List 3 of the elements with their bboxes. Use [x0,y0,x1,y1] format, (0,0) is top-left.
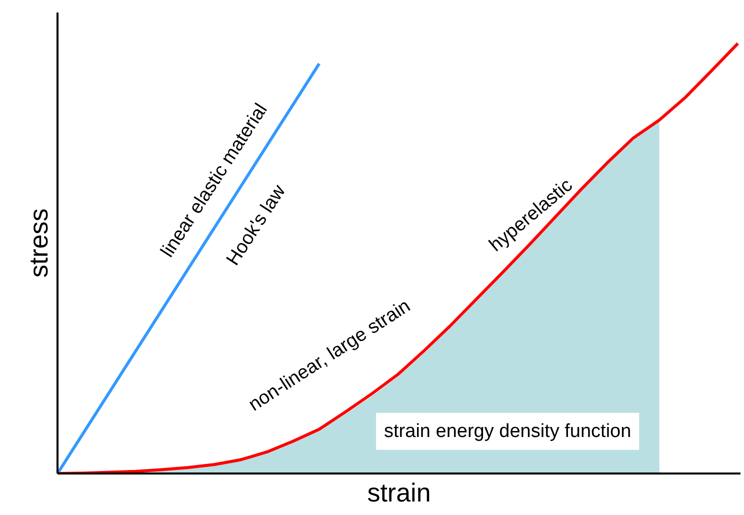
annotation: strain energy density function [384,420,632,442]
x-axis-title: strain [367,478,431,508]
y-axis-title: stress [24,208,54,278]
